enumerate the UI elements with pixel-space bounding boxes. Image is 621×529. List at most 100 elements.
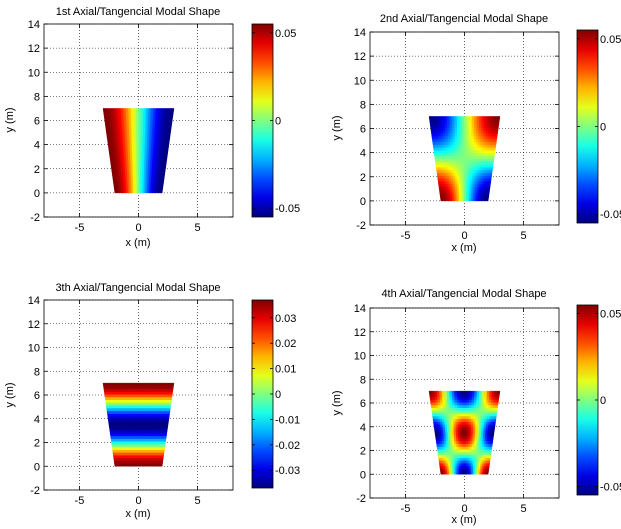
colorbar-tick-label: 0.02 [275,338,296,350]
surface-cell [145,402,149,406]
surface-cell [140,158,143,163]
surface-cell [136,457,139,461]
surface-cell [123,116,127,120]
surface-cell [464,124,468,128]
x-axis-label: x (m) [125,237,150,249]
surface-cell [461,418,465,422]
surface-cell [487,186,491,190]
surface-cell [464,180,467,185]
y-tick-label: 2 [360,446,366,458]
surface-cell [458,178,461,182]
surface-cell [169,116,174,120]
surface-cell [132,158,135,163]
surface-cell [464,449,467,453]
surface-cell [163,441,166,445]
surface-cell [453,149,457,154]
surface-cell [132,156,135,160]
surface-cell [464,410,468,414]
surface-cell [466,399,470,403]
surface-cell [459,141,463,145]
surface-cell [160,460,164,464]
surface-cell [138,388,142,392]
chart-title: 4th Axial/Tangencial Modal Shape [381,288,546,300]
surface-cell [487,457,491,461]
surface-cell [488,180,492,185]
surface-cell [130,113,134,118]
surface-cell [136,150,139,154]
surface-cell [134,452,137,456]
surface-cell [136,139,139,143]
surface-cell [468,138,472,143]
surface-cell [493,141,497,145]
surface-cell [457,418,461,422]
surface-cell [124,402,128,406]
surface-cell [136,184,139,188]
surface-cell [140,127,144,132]
surface-cell [145,113,149,118]
surface-cell [145,396,149,400]
surface-cell [129,405,132,409]
surface-cell [135,116,139,120]
surface-cell [136,187,139,191]
surface-cell [461,133,465,137]
surface-cell [464,175,467,179]
surface-cell [464,407,468,411]
surface-cell [473,130,477,134]
surface-cell [460,435,463,439]
surface-cell [140,413,144,417]
x-tick-label: -5 [75,495,85,507]
surface-cell [138,130,142,135]
y-tick-label: 14 [354,303,366,315]
surface-cell [138,113,142,118]
y-tick-label: 8 [360,99,366,111]
surface-cell [466,124,470,128]
surface-cell [496,396,500,400]
surface-cell [145,405,148,409]
surface-cell [468,421,472,425]
surface-cell [133,130,137,135]
surface-cell [140,119,144,123]
surface-cell [464,399,468,403]
surface-cell [134,172,137,177]
surface-cell [461,130,465,134]
surface-cell [126,407,130,412]
surface-cell [142,413,146,417]
surface-cell [452,399,456,403]
surface-cell [496,121,500,126]
surface-cell [457,152,461,157]
surface-cell [493,413,498,417]
surface-cell [166,416,170,420]
surface-cell [487,462,490,467]
surface-cell [147,125,151,129]
surface-cell [466,407,470,411]
surface-cell [461,138,465,143]
surface-cell [457,133,461,137]
surface-cell [140,122,144,126]
subplot-1: -5 0 5 -2 0 2 4 6 8 10 12 14 1st Axial/Tangencial Mo… [4,6,300,249]
x-axis-label: x (m) [125,508,150,520]
surface-cell [466,401,470,406]
surface-cell [457,429,461,433]
y-tick-label: 4 [34,140,40,152]
surface-cell [134,429,137,434]
mode-shape-surface [102,382,175,467]
surface-cell [143,116,147,120]
surface-cell [459,429,463,433]
surface-cell [138,407,142,412]
surface-cell [143,393,147,398]
surface-cell [147,396,151,400]
surface-cell [143,382,147,387]
surface-cell [468,144,472,148]
surface-cell [166,141,170,146]
surface-cell [142,418,146,423]
colorbar-tick-label: 0 [600,122,606,134]
surface-cell [460,451,463,456]
surface-cell [142,133,146,137]
surface-cell [452,135,456,140]
surface-cell [464,116,468,120]
surface-cell [471,407,475,411]
surface-cell [161,181,164,185]
surface-cell [150,385,154,389]
surface-cell [142,141,146,146]
surface-cell [128,399,132,403]
